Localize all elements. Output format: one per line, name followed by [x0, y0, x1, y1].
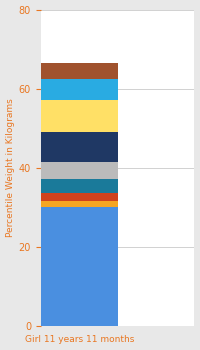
Y-axis label: Percentile Weight in Kilograms: Percentile Weight in Kilograms — [6, 98, 15, 237]
Bar — [41, 79, 118, 100]
Bar — [41, 201, 118, 207]
Bar — [41, 63, 118, 79]
Bar — [41, 207, 118, 326]
Bar — [41, 162, 118, 180]
Bar — [41, 180, 118, 193]
Bar — [41, 132, 118, 162]
Bar — [41, 100, 118, 132]
Bar — [41, 193, 118, 201]
